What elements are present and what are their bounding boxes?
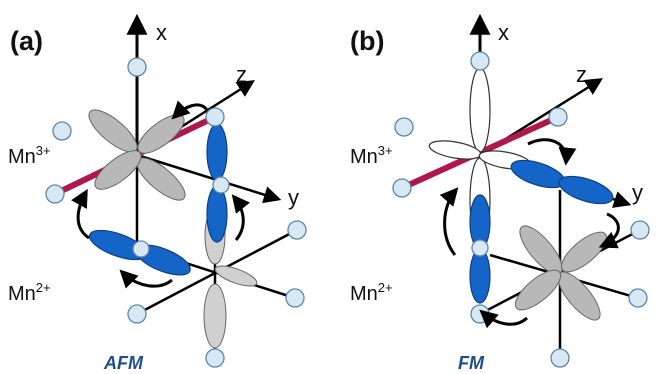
upper-ion-label-a: Mn3+ (8, 143, 51, 168)
panel-a: (a) x z y (8, 13, 307, 373)
z-axis-label-a: z (236, 62, 247, 87)
y-axis-label-b: y (632, 180, 643, 205)
upper-ion-label-b: Mn3+ (350, 143, 393, 168)
lower-ion-label-a: Mn2+ (8, 280, 51, 305)
y-axis-label-a: y (288, 185, 299, 210)
z-axis-label-b: z (576, 62, 587, 87)
upper-orbital-b (428, 67, 532, 243)
ligands-b (392, 51, 650, 368)
occupied-orbital-b (469, 159, 614, 304)
lower-ion-label-b: Mn2+ (350, 280, 393, 305)
x-axis-label-a: x (156, 20, 167, 45)
occupied-orbital-a (88, 123, 228, 276)
y-axis-a (136, 153, 282, 204)
x-axis-label-b: x (498, 20, 509, 45)
panel-b: (b) x z y (350, 13, 650, 373)
hop-arrows-b (439, 138, 620, 329)
ligands-a (45, 57, 307, 368)
panel-b-label: (b) (350, 26, 384, 56)
panel-a-label: (a) (10, 26, 43, 56)
hop-arrows-a (71, 100, 251, 289)
mode-label-b: FM (458, 353, 485, 373)
lower-orbital-b (514, 225, 608, 321)
mode-label-a: AFM (103, 353, 144, 373)
upper-orbital-a (88, 109, 186, 201)
